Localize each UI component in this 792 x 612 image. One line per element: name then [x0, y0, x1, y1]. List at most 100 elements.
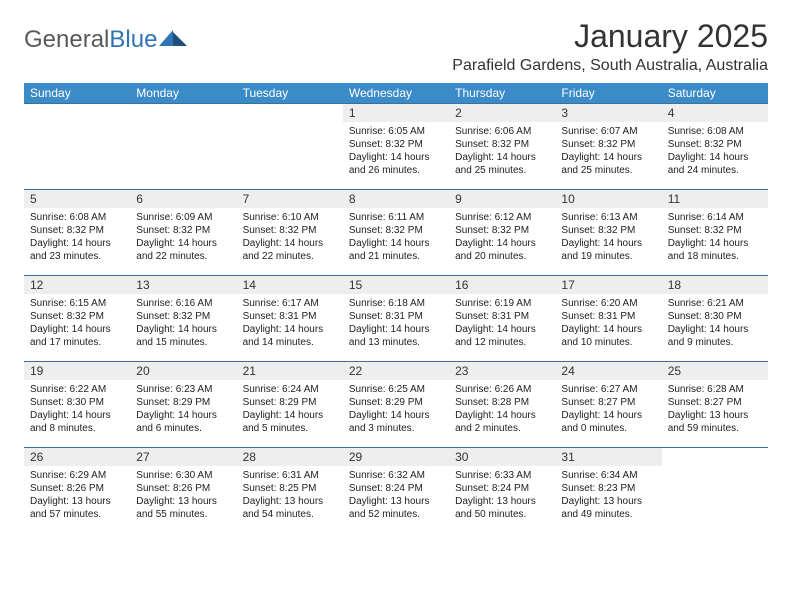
sunset-line: Sunset: 8:29 PM: [136, 396, 230, 409]
day-details: Sunrise: 6:12 AMSunset: 8:32 PMDaylight:…: [449, 208, 555, 269]
day-number: 24: [555, 361, 661, 380]
day-number: 14: [237, 275, 343, 294]
sunset-line: Sunset: 8:30 PM: [30, 396, 124, 409]
brand-word1: General: [24, 26, 109, 53]
brand-mark-icon: [159, 26, 189, 50]
sunset-line: Sunset: 8:23 PM: [561, 482, 655, 495]
calendar-cell: 27Sunrise: 6:30 AMSunset: 8:26 PMDayligh…: [130, 447, 236, 533]
daylight-line: Daylight: 14 hours and 24 minutes.: [668, 151, 762, 177]
sunset-line: Sunset: 8:26 PM: [30, 482, 124, 495]
empty-daynum: [130, 103, 236, 122]
calendar-cell: 18Sunrise: 6:21 AMSunset: 8:30 PMDayligh…: [662, 275, 768, 361]
sunset-line: Sunset: 8:31 PM: [349, 310, 443, 323]
day-number: 18: [662, 275, 768, 294]
day-details: Sunrise: 6:05 AMSunset: 8:32 PMDaylight:…: [343, 122, 449, 183]
sunset-line: Sunset: 8:31 PM: [561, 310, 655, 323]
calendar-week-row: 12Sunrise: 6:15 AMSunset: 8:32 PMDayligh…: [24, 275, 768, 361]
daylight-line: Daylight: 14 hours and 18 minutes.: [668, 237, 762, 263]
sunset-line: Sunset: 8:24 PM: [455, 482, 549, 495]
calendar-cell: 10Sunrise: 6:13 AMSunset: 8:32 PMDayligh…: [555, 189, 661, 275]
daylight-line: Daylight: 14 hours and 6 minutes.: [136, 409, 230, 435]
day-details: Sunrise: 6:24 AMSunset: 8:29 PMDaylight:…: [237, 380, 343, 441]
brand-word2: Blue: [109, 26, 157, 53]
day-number: 21: [237, 361, 343, 380]
weekday-header: Wednesday: [343, 83, 449, 103]
calendar-page: GeneralBlue January 2025 Parafield Garde…: [0, 0, 792, 557]
day-details: Sunrise: 6:33 AMSunset: 8:24 PMDaylight:…: [449, 466, 555, 527]
daylight-line: Daylight: 14 hours and 13 minutes.: [349, 323, 443, 349]
sunrise-line: Sunrise: 6:16 AM: [136, 297, 230, 310]
calendar-cell: 12Sunrise: 6:15 AMSunset: 8:32 PMDayligh…: [24, 275, 130, 361]
sunrise-line: Sunrise: 6:07 AM: [561, 125, 655, 138]
calendar-week-row: 5Sunrise: 6:08 AMSunset: 8:32 PMDaylight…: [24, 189, 768, 275]
weekday-header: Sunday: [24, 83, 130, 103]
calendar-cell: 4Sunrise: 6:08 AMSunset: 8:32 PMDaylight…: [662, 103, 768, 189]
daylight-line: Daylight: 14 hours and 0 minutes.: [561, 409, 655, 435]
daylight-line: Daylight: 14 hours and 22 minutes.: [243, 237, 337, 263]
day-number: 11: [662, 189, 768, 208]
calendar-cell: 13Sunrise: 6:16 AMSunset: 8:32 PMDayligh…: [130, 275, 236, 361]
daylight-line: Daylight: 14 hours and 20 minutes.: [455, 237, 549, 263]
brand-name: GeneralBlue: [24, 26, 157, 54]
sunrise-line: Sunrise: 6:11 AM: [349, 211, 443, 224]
day-details: Sunrise: 6:20 AMSunset: 8:31 PMDaylight:…: [555, 294, 661, 355]
day-details: Sunrise: 6:16 AMSunset: 8:32 PMDaylight:…: [130, 294, 236, 355]
day-details: Sunrise: 6:21 AMSunset: 8:30 PMDaylight:…: [662, 294, 768, 355]
calendar-week-row: 1Sunrise: 6:05 AMSunset: 8:32 PMDaylight…: [24, 103, 768, 189]
daylight-line: Daylight: 13 hours and 52 minutes.: [349, 495, 443, 521]
calendar-week-row: 26Sunrise: 6:29 AMSunset: 8:26 PMDayligh…: [24, 447, 768, 533]
sunset-line: Sunset: 8:32 PM: [455, 224, 549, 237]
calendar-cell: 31Sunrise: 6:34 AMSunset: 8:23 PMDayligh…: [555, 447, 661, 533]
day-details: Sunrise: 6:08 AMSunset: 8:32 PMDaylight:…: [662, 122, 768, 183]
sunset-line: Sunset: 8:30 PM: [668, 310, 762, 323]
daylight-line: Daylight: 14 hours and 23 minutes.: [30, 237, 124, 263]
sunrise-line: Sunrise: 6:32 AM: [349, 469, 443, 482]
sunrise-line: Sunrise: 6:30 AM: [136, 469, 230, 482]
day-number: 20: [130, 361, 236, 380]
empty-daynum: [237, 103, 343, 122]
daylight-line: Daylight: 14 hours and 2 minutes.: [455, 409, 549, 435]
sunrise-line: Sunrise: 6:19 AM: [455, 297, 549, 310]
calendar-cell: 2Sunrise: 6:06 AMSunset: 8:32 PMDaylight…: [449, 103, 555, 189]
day-number: 29: [343, 447, 449, 466]
day-number: 28: [237, 447, 343, 466]
calendar-grid: SundayMondayTuesdayWednesdayThursdayFrid…: [24, 83, 768, 533]
weekday-header: Monday: [130, 83, 236, 103]
sunset-line: Sunset: 8:32 PM: [30, 224, 124, 237]
sunset-line: Sunset: 8:32 PM: [668, 138, 762, 151]
sunset-line: Sunset: 8:32 PM: [561, 224, 655, 237]
calendar-cell: 23Sunrise: 6:26 AMSunset: 8:28 PMDayligh…: [449, 361, 555, 447]
daylight-line: Daylight: 13 hours and 54 minutes.: [243, 495, 337, 521]
calendar-cell: 29Sunrise: 6:32 AMSunset: 8:24 PMDayligh…: [343, 447, 449, 533]
day-number: 4: [662, 103, 768, 122]
day-number: 23: [449, 361, 555, 380]
sunset-line: Sunset: 8:32 PM: [349, 224, 443, 237]
day-number: 22: [343, 361, 449, 380]
sunset-line: Sunset: 8:29 PM: [243, 396, 337, 409]
calendar-cell: 1Sunrise: 6:05 AMSunset: 8:32 PMDaylight…: [343, 103, 449, 189]
day-number: 17: [555, 275, 661, 294]
daylight-line: Daylight: 14 hours and 25 minutes.: [455, 151, 549, 177]
day-details: Sunrise: 6:10 AMSunset: 8:32 PMDaylight:…: [237, 208, 343, 269]
sunrise-line: Sunrise: 6:18 AM: [349, 297, 443, 310]
calendar-cell: 9Sunrise: 6:12 AMSunset: 8:32 PMDaylight…: [449, 189, 555, 275]
calendar-cell: 14Sunrise: 6:17 AMSunset: 8:31 PMDayligh…: [237, 275, 343, 361]
calendar-cell: 28Sunrise: 6:31 AMSunset: 8:25 PMDayligh…: [237, 447, 343, 533]
day-number: 19: [24, 361, 130, 380]
day-details: Sunrise: 6:32 AMSunset: 8:24 PMDaylight:…: [343, 466, 449, 527]
sunset-line: Sunset: 8:28 PM: [455, 396, 549, 409]
day-number: 25: [662, 361, 768, 380]
calendar-cell: 3Sunrise: 6:07 AMSunset: 8:32 PMDaylight…: [555, 103, 661, 189]
day-details: Sunrise: 6:08 AMSunset: 8:32 PMDaylight:…: [24, 208, 130, 269]
sunset-line: Sunset: 8:25 PM: [243, 482, 337, 495]
daylight-line: Daylight: 14 hours and 8 minutes.: [30, 409, 124, 435]
daylight-line: Daylight: 14 hours and 25 minutes.: [561, 151, 655, 177]
day-number: 6: [130, 189, 236, 208]
daylight-line: Daylight: 14 hours and 21 minutes.: [349, 237, 443, 263]
day-details: Sunrise: 6:11 AMSunset: 8:32 PMDaylight:…: [343, 208, 449, 269]
daylight-line: Daylight: 13 hours and 49 minutes.: [561, 495, 655, 521]
day-details: Sunrise: 6:22 AMSunset: 8:30 PMDaylight:…: [24, 380, 130, 441]
day-number: 7: [237, 189, 343, 208]
calendar-cell: 17Sunrise: 6:20 AMSunset: 8:31 PMDayligh…: [555, 275, 661, 361]
calendar-cell: 8Sunrise: 6:11 AMSunset: 8:32 PMDaylight…: [343, 189, 449, 275]
